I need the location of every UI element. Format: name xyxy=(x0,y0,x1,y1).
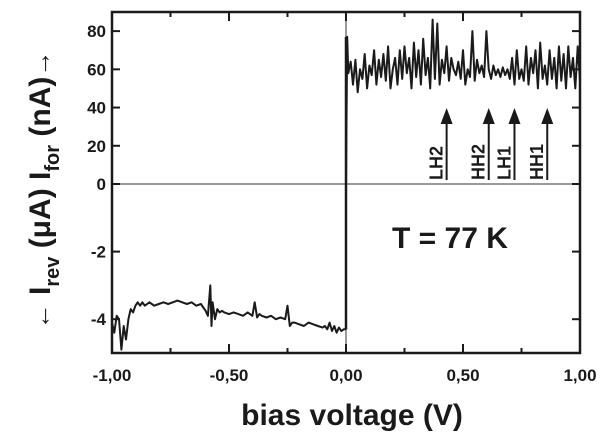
annotation-label: LH1 xyxy=(494,146,514,180)
y-upper-tick-label: 20 xyxy=(87,137,106,156)
annotation-arrow-head xyxy=(482,108,495,124)
x-axis-title: bias voltage (V) xyxy=(241,399,463,432)
annotation-arrow-head xyxy=(508,108,521,124)
x-tick-label: 0,50 xyxy=(446,366,479,385)
annotation-arrow-head xyxy=(440,108,453,124)
annotations: LH2 HH2 LH1 HH1 xyxy=(427,108,554,180)
y-lower-tick-label: -4 xyxy=(91,310,107,329)
y-label-upper-prefix: I xyxy=(24,172,57,180)
y-upper-tick-label: 40 xyxy=(87,99,106,118)
svg-text:← Irev (μA) Ifor (nA)→: ← Irev (μA) Ifor (nA)→ xyxy=(24,51,64,330)
annotation-lh1: LH1 xyxy=(494,108,521,180)
y-label-lower-suffix: (μA) xyxy=(24,188,57,256)
y-label-upper-suffix: (nA) xyxy=(24,77,57,145)
series-layer xyxy=(111,18,581,351)
x-tick-label: -0,50 xyxy=(210,366,249,385)
y-upper-tick-label: 0 xyxy=(97,175,106,194)
annotation-arrow-head xyxy=(541,108,554,124)
y-upper-tick-label: 60 xyxy=(87,60,106,79)
annotation-label: HH2 xyxy=(469,144,489,180)
temperature-label: T = 77 K xyxy=(392,222,508,255)
y-arrow-left: ← xyxy=(26,303,56,329)
y-lower-tick-label: -2 xyxy=(91,243,106,262)
y-arrow-right: → xyxy=(26,51,56,77)
annotation-label: HH1 xyxy=(527,144,547,180)
y-tick-labels: 80 60 40 20 0 -2 -4 xyxy=(87,22,106,329)
forward-series-line xyxy=(345,18,581,185)
x-tick-label: -1,00 xyxy=(93,366,132,385)
y-label-lower-prefix: I xyxy=(24,287,57,295)
y-label-lower-sub: rev xyxy=(42,256,64,287)
x-tick-labels: -1,00 -0,50 0,00 0,50 1,00 xyxy=(93,366,597,385)
annotation-label: LH2 xyxy=(427,146,447,180)
annotation-hh1: HH1 xyxy=(527,108,554,180)
x-tick-label: 1,00 xyxy=(563,366,596,385)
annotation-hh2: HH2 xyxy=(469,108,495,180)
x-tick-label: 0,00 xyxy=(329,366,362,385)
y-upper-tick-label: 80 xyxy=(87,22,106,41)
annotation-lh2: LH2 xyxy=(427,108,453,180)
y-axis-title: ← Irev (μA) Ifor (nA)→ xyxy=(24,51,64,330)
reverse-series-line xyxy=(111,284,346,351)
y-label-upper-sub: for xyxy=(42,145,64,172)
